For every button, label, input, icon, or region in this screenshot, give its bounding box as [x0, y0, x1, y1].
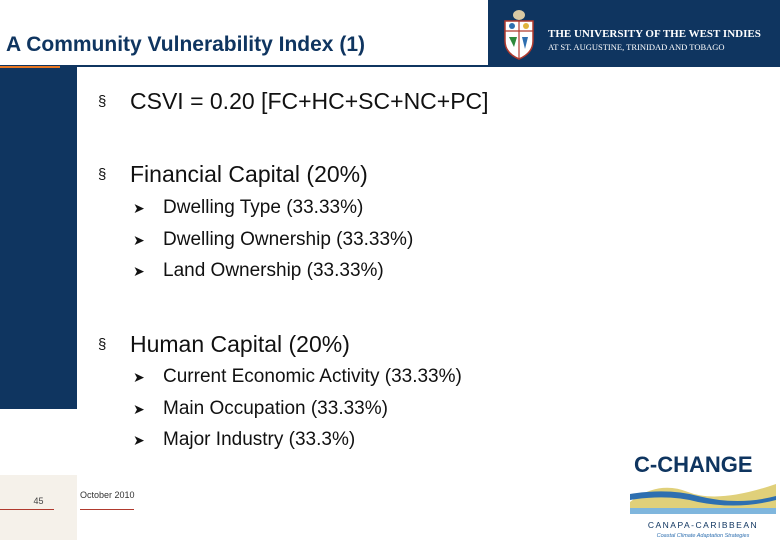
logo-line1: CANAPA-CARIBBEAN	[648, 520, 758, 530]
left-accent-bar	[0, 65, 77, 409]
arrow-bullet-icon: ➤	[133, 263, 145, 279]
slide-title: A Community Vulnerability Index (1)	[6, 33, 365, 56]
page-number: 45	[33, 496, 44, 506]
arrow-bullet-icon: ➤	[133, 369, 145, 385]
list-item-text: Dwelling Type (33.33%)	[163, 197, 364, 218]
list-item: ➤ Main Occupation (33.33%)	[133, 398, 388, 420]
footer-rule	[0, 509, 54, 510]
university-banner	[488, 0, 780, 65]
university-crest-icon	[504, 10, 534, 60]
date-rule	[80, 509, 134, 510]
square-bullet-icon: §	[98, 166, 107, 183]
arrow-bullet-icon: ➤	[133, 232, 145, 248]
square-bullet-icon: §	[98, 336, 107, 353]
footer-date: October 2010	[80, 490, 135, 500]
list-item: ➤ Dwelling Type (33.33%)	[133, 197, 363, 219]
list-item-text: Land Ownership (33.33%)	[163, 260, 384, 281]
list-item: ➤ Land Ownership (33.33%)	[133, 260, 384, 282]
list-item: ➤ Dwelling Ownership (33.33%)	[133, 229, 413, 251]
arrow-bullet-icon: ➤	[133, 432, 145, 448]
footer-panel	[0, 475, 77, 540]
logo-title: C-CHANGE	[634, 452, 753, 477]
section-heading: § Financial Capital (20%)	[98, 161, 368, 188]
section-heading: § Human Capital (20%)	[98, 331, 350, 358]
university-campus: AT ST. AUGUSTINE, TRINIDAD AND TOBAGO	[548, 42, 725, 52]
section-heading-text: Human Capital (20%)	[130, 331, 350, 357]
list-item-text: Dwelling Ownership (33.33%)	[163, 229, 414, 250]
c-change-logo: C-CHANGE CANAPA-CARIBBEAN Coastal Climat…	[630, 452, 776, 539]
university-name: THE UNIVERSITY OF THE WEST INDIES	[548, 28, 761, 40]
formula-bullet: § CSVI = 0.20 [FC+HC+SC+NC+PC]	[98, 88, 489, 115]
list-item: ➤ Current Economic Activity (33.33%)	[133, 366, 462, 388]
list-item-text: Current Economic Activity (33.33%)	[163, 366, 462, 387]
title-underline	[0, 66, 60, 68]
section-heading-text: Financial Capital (20%)	[130, 161, 368, 187]
formula-text: CSVI = 0.20 [FC+HC+SC+NC+PC]	[130, 88, 489, 114]
logo-line2: Coastal Climate Adaptation Strategies	[657, 533, 750, 539]
arrow-bullet-icon: ➤	[133, 200, 145, 216]
arrow-bullet-icon: ➤	[133, 401, 145, 417]
list-item: ➤ Major Industry (33.3%)	[133, 429, 355, 451]
list-item-text: Main Occupation (33.33%)	[163, 398, 388, 419]
square-bullet-icon: §	[98, 93, 107, 110]
list-item-text: Major Industry (33.3%)	[163, 429, 356, 450]
header-rule	[77, 65, 780, 67]
